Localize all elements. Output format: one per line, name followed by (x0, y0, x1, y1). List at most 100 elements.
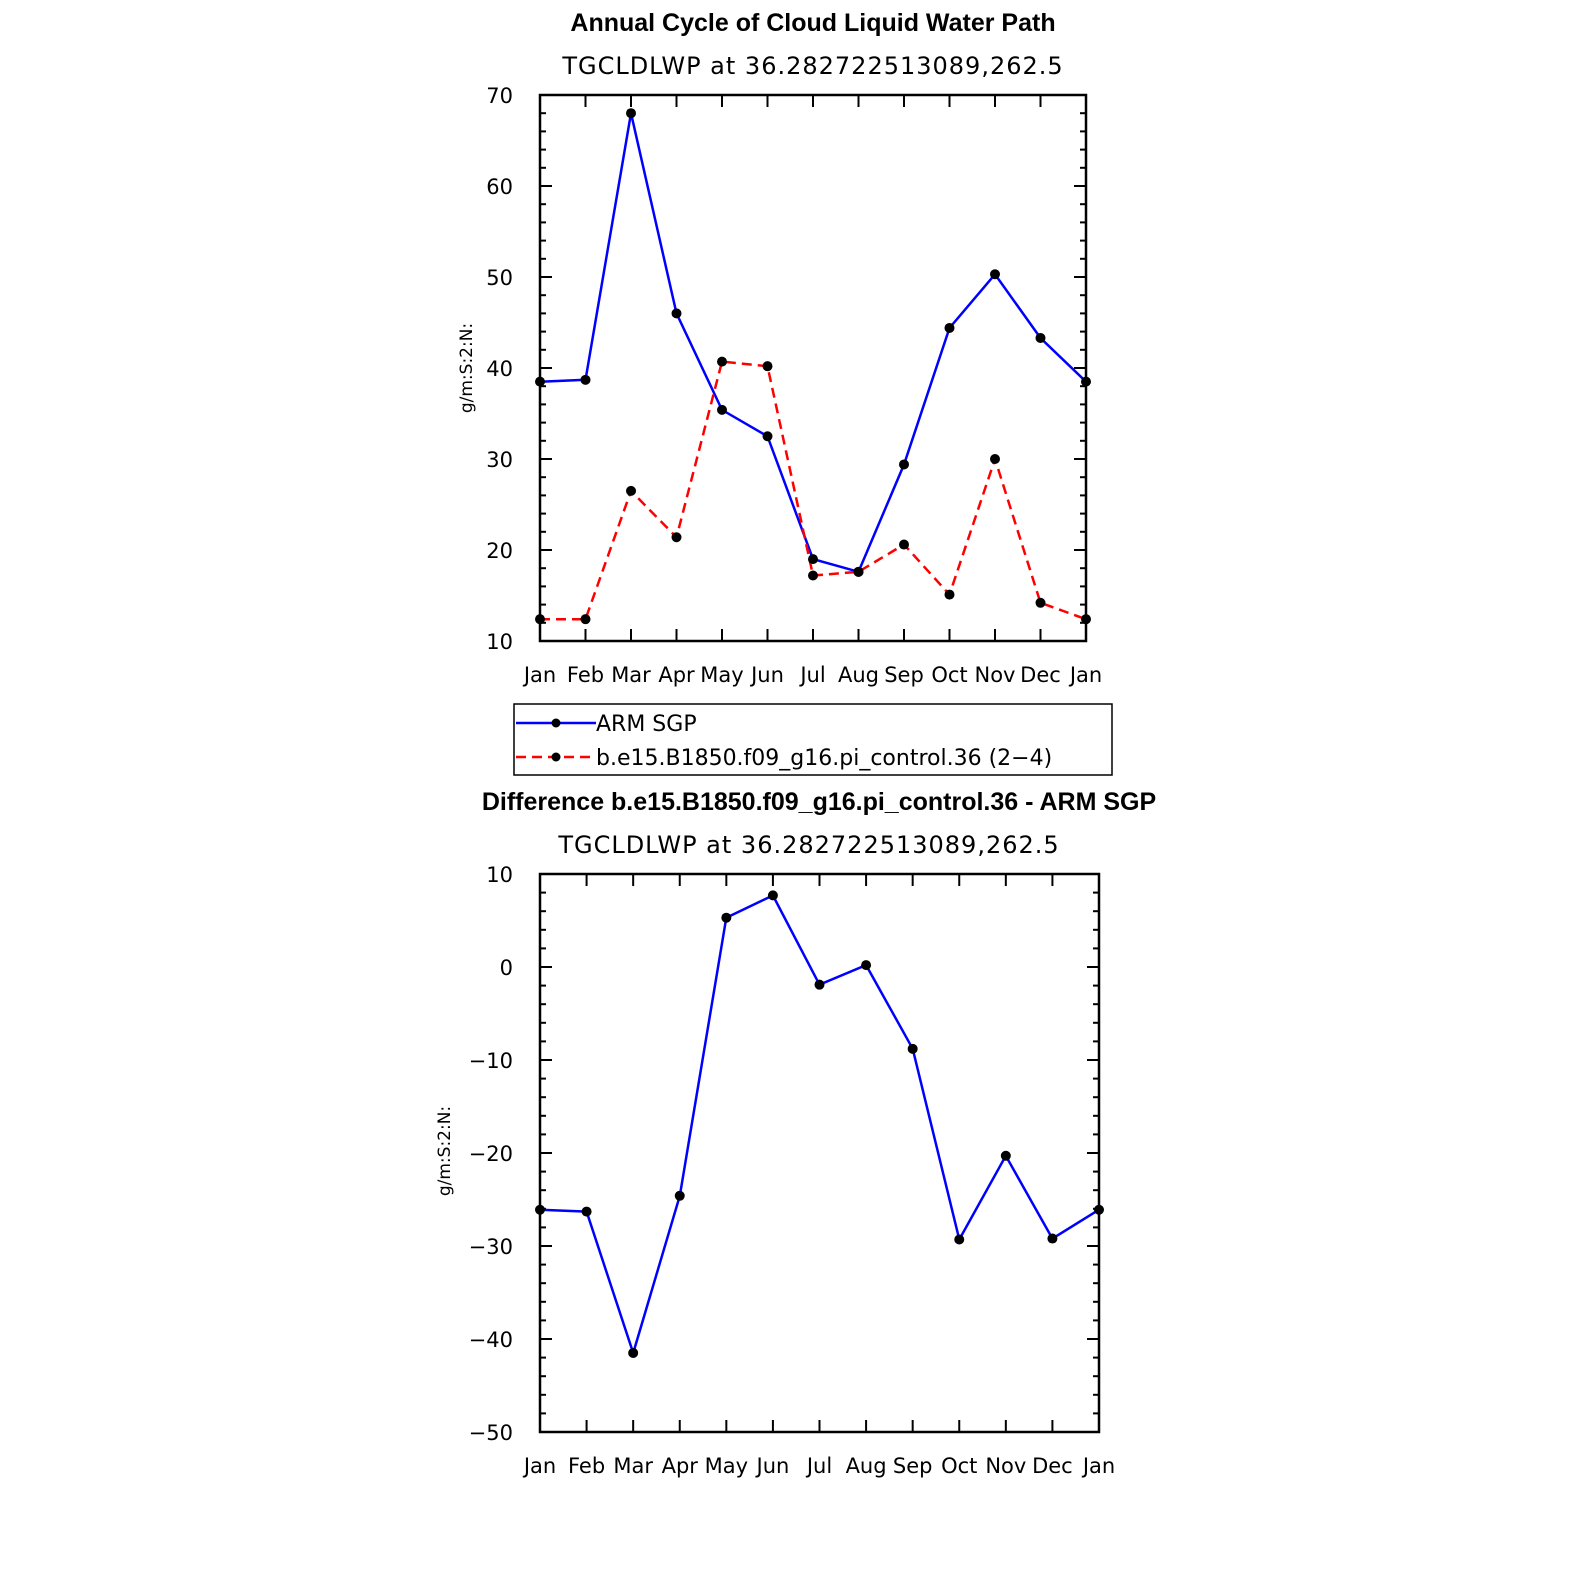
x-tick-label: Jun (755, 1454, 790, 1478)
data-point-1 (762, 361, 773, 372)
data-point-1 (990, 454, 1000, 464)
x-tick-label: Dec (1032, 1454, 1073, 1478)
x-tick-label: Feb (567, 663, 604, 687)
legend-label-model: b.e15.B1850.f09_g16.pi_control.36 (2−4) (596, 746, 1052, 771)
x-tick-label: Feb (568, 1454, 605, 1478)
data-point-1 (535, 614, 545, 625)
y-tick-label: −50 (469, 1421, 513, 1445)
data-point-0 (674, 1190, 685, 1201)
y-tick-label: 50 (486, 266, 513, 290)
legend-marker-arm-sgp (551, 718, 561, 728)
legend: ARM SGP b.e15.B1850.f09_g16.pi_control.3… (513, 703, 1113, 776)
x-tick-label: Apr (658, 663, 695, 687)
y-tick-label: −30 (469, 1235, 513, 1259)
legend-box (513, 703, 1113, 776)
series-line-1 (540, 360, 1087, 621)
difference-chart: Difference b.e15.B1850.f09_g16.pi_contro… (435, 788, 1156, 1478)
data-point-0 (581, 1206, 592, 1217)
data-point-0 (762, 431, 773, 442)
data-point-1 (580, 614, 591, 625)
chart-subtitle: TGCLDLWP at 36.282722513089,262.5 (561, 52, 1063, 80)
y-tick-label: −40 (469, 1328, 513, 1352)
x-tick-label: Jan (522, 663, 556, 687)
x-tick-label: Oct (931, 663, 967, 687)
y-tick-label: −10 (469, 1049, 513, 1073)
x-tick-label: Nov (975, 663, 1016, 687)
y-tick-label: 30 (486, 448, 513, 472)
data-point-1 (1081, 614, 1091, 625)
x-tick-label: Jan (1068, 663, 1102, 687)
x-tick-label: Jan (522, 1454, 556, 1478)
data-point-0 (990, 269, 1000, 280)
data-point-1 (899, 539, 909, 550)
y-tick-label: 10 (486, 863, 513, 887)
data-point-0 (628, 1347, 639, 1358)
legend-marker-model (551, 752, 561, 762)
data-point-0 (580, 374, 591, 385)
data-point-0 (535, 1204, 545, 1215)
x-tick-label: Sep (893, 1454, 933, 1478)
chart-subtitle: TGCLDLWP at 36.282722513089,262.5 (557, 831, 1059, 859)
data-point-0 (944, 322, 955, 333)
data-point-0 (861, 960, 872, 971)
x-tick-label: Nov (985, 1454, 1026, 1478)
x-tick-label: Jul (798, 663, 825, 687)
data-point-0 (1047, 1233, 1058, 1244)
data-point-1 (717, 356, 727, 367)
data-point-0 (671, 308, 682, 319)
x-tick-label: Jun (749, 663, 784, 687)
data-point-0 (626, 108, 636, 119)
data-point-0 (1081, 376, 1091, 387)
y-axis-label: g/m:S:2:N: (457, 323, 477, 413)
data-point-1 (626, 485, 636, 496)
data-point-0 (717, 404, 727, 415)
y-tick-label: 60 (486, 175, 513, 199)
y-tick-label: 40 (486, 357, 513, 381)
data-point-0 (954, 1234, 965, 1245)
x-tick-label: May (700, 663, 743, 687)
x-tick-label: Aug (838, 663, 879, 687)
legend-label-arm-sgp: ARM SGP (596, 712, 697, 737)
y-tick-label: 20 (486, 539, 513, 563)
data-point-1 (1035, 597, 1046, 608)
x-tick-label: Aug (846, 1454, 887, 1478)
data-point-0 (1094, 1204, 1104, 1215)
series-group (535, 108, 1091, 625)
data-point-0 (808, 554, 818, 565)
x-tick-label: Oct (941, 1454, 977, 1478)
data-point-0 (535, 376, 545, 387)
data-point-0 (721, 912, 732, 923)
data-point-0 (814, 979, 825, 990)
data-point-1 (808, 570, 818, 581)
y-tick-label: 10 (486, 630, 513, 654)
x-tick-label: Mar (611, 663, 651, 687)
axes-frame: −50 −40 −30 −20 −10 0 10 Jan Feb Mar Apr May Jun Jul A… (469, 863, 1116, 1478)
data-point-0 (1000, 1150, 1011, 1161)
data-point-1 (853, 566, 864, 577)
data-point-0 (1035, 332, 1046, 343)
series-group (535, 890, 1104, 1358)
data-point-0 (907, 1043, 918, 1054)
data-point-1 (944, 589, 955, 600)
annual-cycle-chart: Annual Cycle of Cloud Liquid Water Path … (457, 9, 1102, 687)
x-tick-label: Jul (805, 1454, 832, 1478)
chart-title: Annual Cycle of Cloud Liquid Water Path (570, 9, 1055, 37)
y-tick-label: −20 (469, 1142, 513, 1166)
data-point-0 (899, 459, 909, 470)
x-tick-label: Apr (662, 1454, 699, 1478)
x-tick-label: Sep (884, 663, 924, 687)
x-tick-label: Mar (613, 1454, 653, 1478)
axes-frame: 10 20 30 40 50 60 70 Jan Feb Mar Apr May Jun Jul Aug Se… (486, 84, 1102, 687)
data-point-0 (767, 890, 778, 901)
x-tick-label: Dec (1020, 663, 1061, 687)
x-tick-label: Jan (1081, 1454, 1115, 1478)
y-tick-label: 0 (500, 956, 513, 980)
data-point-1 (671, 532, 682, 543)
y-axis-label: g/m:S:2:N: (435, 1106, 455, 1196)
chart-title: Difference b.e15.B1850.f09_g16.pi_contro… (482, 788, 1156, 816)
plot-frame (538, 872, 1101, 1434)
x-tick-label: May (705, 1454, 748, 1478)
y-tick-label: 70 (486, 84, 513, 108)
series-line-0 (539, 893, 1100, 1358)
